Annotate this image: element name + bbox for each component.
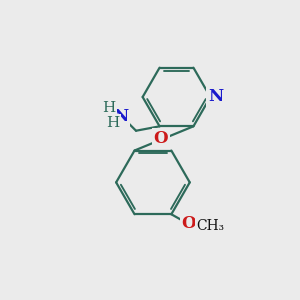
Text: CH₃: CH₃ bbox=[197, 219, 225, 233]
Text: O: O bbox=[182, 214, 196, 232]
Text: N: N bbox=[208, 88, 223, 106]
Text: H: H bbox=[106, 116, 119, 130]
Text: O: O bbox=[154, 130, 168, 147]
Text: H: H bbox=[102, 101, 115, 115]
Text: N: N bbox=[113, 107, 128, 124]
